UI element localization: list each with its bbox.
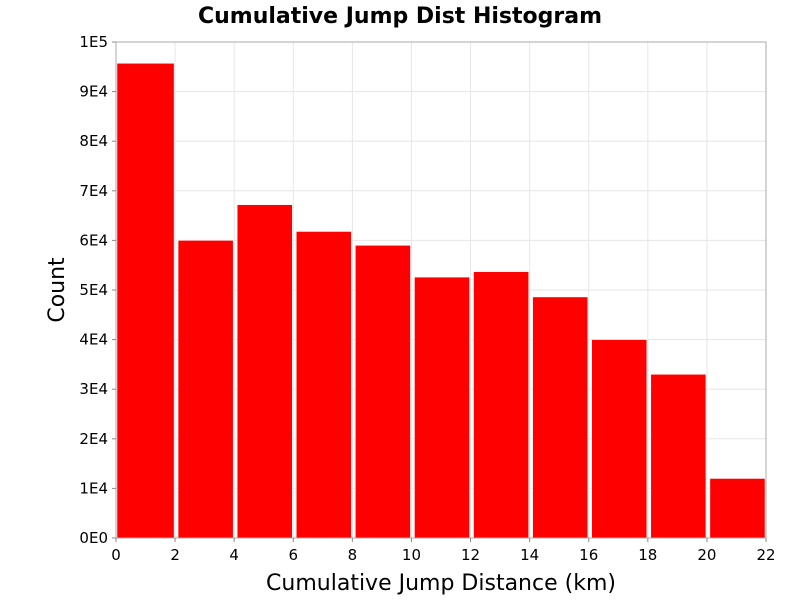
x-tick-label: 8 [348, 546, 358, 564]
x-tick-label: 14 [520, 546, 539, 564]
y-tick-label: 6E4 [79, 231, 108, 249]
y-tick-label: 0E0 [79, 529, 108, 547]
x-axis-label: Cumulative Jump Distance (km) [266, 571, 616, 596]
y-tick-label: 1E4 [79, 479, 108, 497]
histogram-bar [650, 374, 707, 539]
histogram-bar [116, 63, 175, 539]
y-tick-label: 9E4 [79, 83, 108, 101]
y-tick-label: 2E4 [79, 430, 108, 448]
y-tick-label: 1E5 [79, 33, 108, 51]
bars [116, 63, 766, 539]
x-tick-label: 20 [697, 546, 716, 564]
y-tick-label: 8E4 [79, 132, 108, 150]
histogram-bar [709, 478, 766, 539]
chart-title: Cumulative Jump Dist Histogram [198, 4, 602, 29]
x-tick-label: 6 [288, 546, 298, 564]
x-tick-label: 4 [229, 546, 239, 564]
histogram-bar [177, 240, 234, 539]
x-tick-label: 16 [579, 546, 598, 564]
y-axis-ticks: 0E0 1E4 2E4 3E4 4E4 5E4 6E4 7E4 8E4 9E4 1E5 [79, 33, 116, 547]
histogram-bar [355, 245, 411, 539]
histogram-bar [473, 271, 529, 539]
x-tick-label: 18 [638, 546, 657, 564]
x-tick-label: 0 [111, 546, 121, 564]
x-tick-label: 2 [170, 546, 180, 564]
histogram-bar [414, 276, 470, 539]
histogram-bar [296, 231, 352, 539]
histogram-bar [236, 204, 293, 539]
histogram-bar [532, 296, 588, 539]
y-tick-label: 7E4 [79, 182, 108, 200]
histogram-bar [591, 339, 648, 539]
y-tick-label: 3E4 [79, 380, 108, 398]
x-tick-label: 12 [461, 546, 480, 564]
x-tick-label: 10 [402, 546, 421, 564]
y-tick-label: 5E4 [79, 281, 108, 299]
x-tick-label: 22 [756, 546, 775, 564]
y-tick-label: 4E4 [79, 331, 108, 349]
y-axis-label: Count [45, 257, 70, 323]
x-axis-ticks: 0 2 4 6 8 10 12 14 16 18 20 22 [111, 538, 776, 564]
